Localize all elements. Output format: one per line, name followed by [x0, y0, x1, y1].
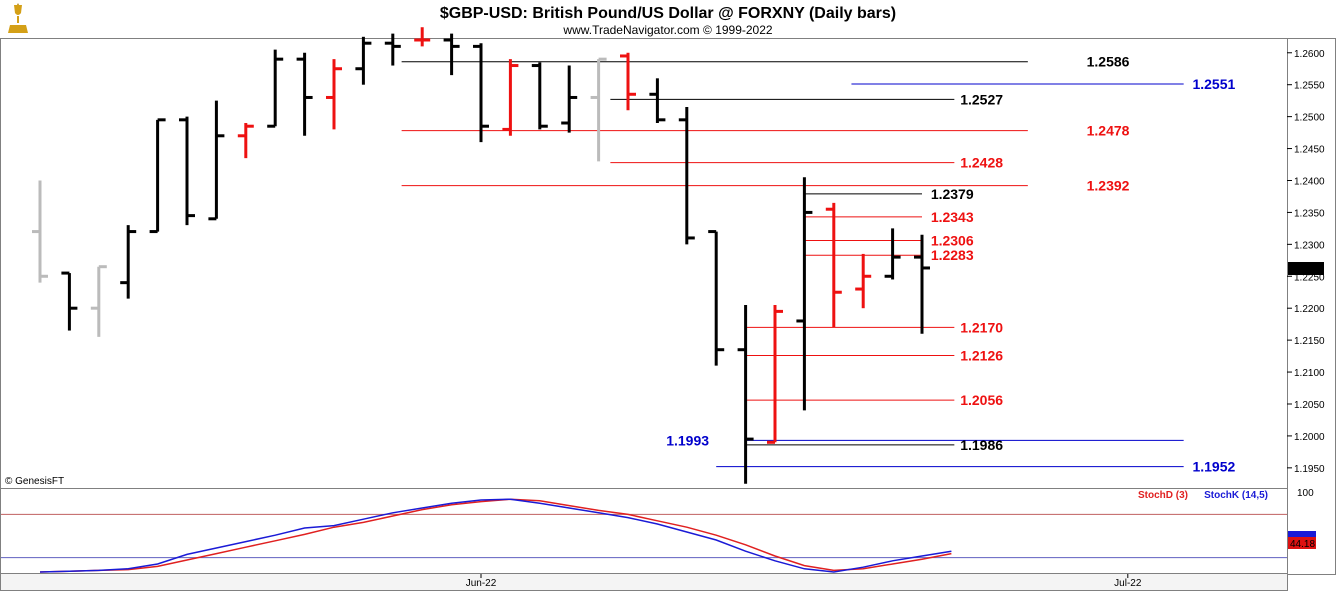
- chart-subtitle: www.TradeNavigator.com © 1999-2022: [562, 23, 772, 37]
- ohlc-bar: [914, 234, 930, 334]
- ohlc-bar: [502, 59, 519, 136]
- ohlc-bar: [179, 116, 195, 226]
- ohlc-bar: [737, 305, 754, 484]
- y-tick-label: 1.2200: [1294, 304, 1325, 315]
- level-label-1.2551: 1.2551: [1192, 76, 1235, 92]
- y-tick-label: 1.2500: [1294, 113, 1325, 124]
- level-lines: 1.2586 1.2551 1.2527 1.2478 1.2428 1.2392 1.23…: [401, 54, 1236, 475]
- y-tick-label: 1.2350: [1294, 208, 1325, 219]
- stoch-d-line: [39, 498, 952, 573]
- ohlc-bar: [678, 107, 695, 245]
- ohlc-bar: [296, 52, 313, 136]
- stochastic-lines: [1, 498, 1287, 573]
- ohlc-bar: [61, 271, 78, 331]
- ohlc-bar: [414, 27, 431, 47]
- ohlc-bar: [120, 225, 137, 299]
- ohlc-bar: [443, 33, 460, 76]
- x-tick-label: Jul-22: [1114, 578, 1142, 589]
- level-label-1.2056: 1.2056: [960, 392, 1003, 408]
- ohlc-bar: [855, 253, 872, 309]
- header-bar: [0, 0, 1336, 38]
- y-tick-label: 1.2250: [1294, 272, 1325, 283]
- ohlc-bar: [355, 36, 372, 85]
- y-tick-label: 1.2000: [1294, 432, 1325, 443]
- ohlc-bar: [384, 33, 401, 66]
- ohlc-bar: [267, 49, 284, 128]
- last-price-text: 1.2263: [1290, 264, 1321, 275]
- time-axis: [0, 573, 1288, 591]
- level-label-1.2126: 1.2126: [960, 347, 1003, 363]
- y-tick-label: 1.2450: [1294, 145, 1325, 156]
- ohlc-bar: [90, 265, 107, 337]
- level-label-1.2527: 1.2527: [960, 91, 1003, 107]
- ohlc-bar: [32, 180, 48, 283]
- level-label-1.2392: 1.2392: [1087, 178, 1130, 194]
- ohlc-bar: [649, 78, 666, 124]
- level-label-1.2478: 1.2478: [1087, 123, 1130, 139]
- stoch-k-readout: [1288, 531, 1316, 539]
- stoch-k-line: [39, 498, 952, 573]
- trophy-icon: [8, 3, 28, 33]
- level-label-1.1993: 1.1993: [666, 432, 709, 448]
- y-tick-label: 1.2150: [1294, 336, 1325, 347]
- ohlc-bar: [708, 230, 725, 366]
- ohlc-bar: [884, 228, 901, 280]
- level-label-1.2343: 1.2343: [931, 209, 974, 225]
- ohlc-bars: [32, 27, 930, 484]
- y-tick-label: 1.2300: [1294, 240, 1325, 251]
- level-label-1.2379: 1.2379: [931, 186, 974, 202]
- ohlc-bar: [149, 118, 166, 234]
- y-tick-label: 1.1950: [1294, 464, 1325, 475]
- level-label-1.2283: 1.2283: [931, 247, 974, 263]
- level-label-1.2428: 1.2428: [960, 155, 1003, 171]
- stoch-axis-100: 100: [1297, 488, 1314, 499]
- watermark-text: © GenesisFT: [5, 476, 64, 487]
- y-tick-label: 1.2100: [1294, 368, 1325, 379]
- level-label-1.1952: 1.1952: [1192, 459, 1235, 475]
- level-label-1.2170: 1.2170: [960, 319, 1003, 335]
- x-tick-label: Jun-22: [466, 578, 497, 589]
- stoch-k-legend: StochK (14,5): [1204, 490, 1268, 501]
- stochastic-panel: [0, 488, 1288, 574]
- ohlc-bar: [796, 177, 813, 411]
- y-tick-label: 1.2400: [1294, 176, 1325, 187]
- chart-title: $GBP-USD: British Pound/US Dollar @ FORX…: [440, 5, 896, 22]
- level-label-1.2306: 1.2306: [931, 233, 974, 249]
- x-axis-ticks: Jun-22 Jul-22: [466, 574, 1142, 589]
- ohlc-bar: [620, 52, 636, 111]
- y-tick-label: 1.2600: [1294, 49, 1325, 60]
- ohlc-bar: [561, 65, 578, 133]
- ohlc-bar: [237, 123, 254, 159]
- y-tick-label: 1.2550: [1294, 81, 1325, 92]
- ohlc-bar: [326, 59, 342, 130]
- ohlc-bar: [825, 202, 842, 328]
- ohlc-bar: [473, 43, 489, 143]
- ohlc-bar: [531, 62, 548, 130]
- ohlc-bar: [590, 57, 607, 162]
- level-label-1.2586: 1.2586: [1087, 54, 1130, 70]
- stoch-d-readout-text: 44.18: [1290, 539, 1315, 550]
- stoch-d-readout: [1288, 537, 1316, 549]
- last-price-tag: [1288, 262, 1324, 275]
- price-panel: [0, 38, 1288, 489]
- y-tick-label: 1.2050: [1294, 400, 1325, 411]
- ohlc-bar: [208, 100, 225, 221]
- level-label-1.1986: 1.1986: [960, 437, 1003, 453]
- ohlc-bar: [767, 305, 783, 444]
- stoch-d-legend: StochD (3): [1138, 490, 1188, 501]
- y-axis-ticks: 1.2600 1.2550 1.2500 1.2450 1.2400 1.2350 1.23…: [1287, 49, 1325, 475]
